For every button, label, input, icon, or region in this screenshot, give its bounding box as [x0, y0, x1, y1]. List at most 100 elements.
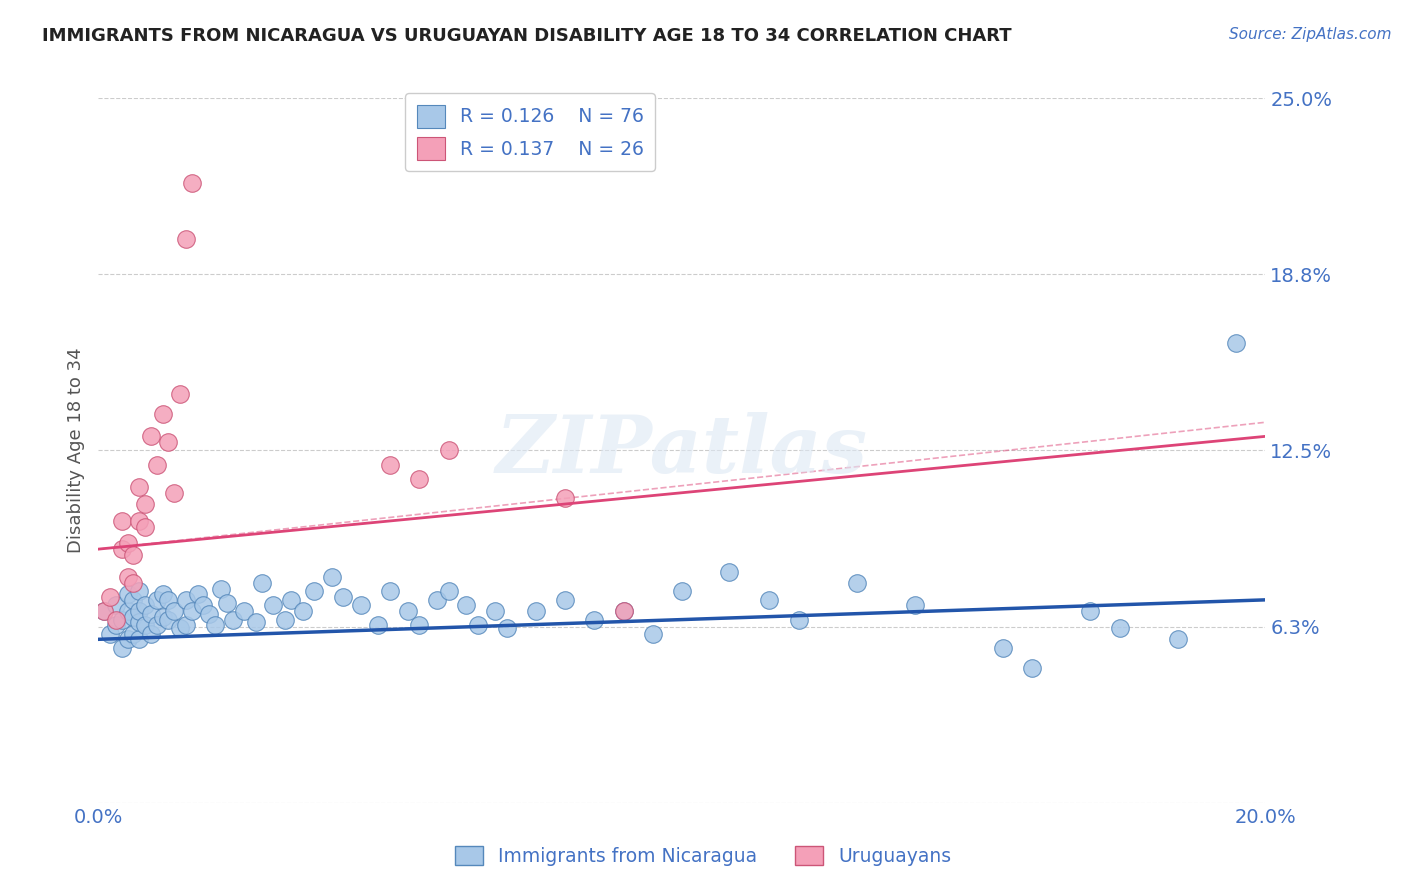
- Text: ZIPatlas: ZIPatlas: [496, 412, 868, 489]
- Point: [426, 592, 449, 607]
- Point: [350, 599, 373, 613]
- Point: [1080, 604, 1102, 618]
- Point: [408, 472, 430, 486]
- Point: [612, 604, 634, 618]
- Point: [554, 592, 576, 607]
- Point: [134, 519, 156, 533]
- Point: [117, 587, 139, 601]
- Point: [437, 443, 460, 458]
- Point: [152, 407, 174, 421]
- Point: [163, 604, 186, 618]
- Point: [117, 604, 139, 618]
- Point: [1225, 336, 1247, 351]
- Point: [146, 592, 169, 607]
- Point: [174, 232, 197, 246]
- Point: [122, 609, 145, 624]
- Point: [174, 618, 197, 632]
- Point: [1167, 632, 1189, 647]
- Point: [128, 615, 150, 630]
- Point: [380, 458, 402, 472]
- Point: [134, 599, 156, 613]
- Point: [128, 514, 150, 528]
- Point: [583, 613, 606, 627]
- Point: [304, 584, 326, 599]
- Point: [846, 576, 869, 591]
- Point: [280, 592, 302, 607]
- Point: [139, 626, 162, 640]
- Point: [104, 618, 127, 632]
- Point: [122, 576, 145, 591]
- Point: [152, 609, 174, 624]
- Legend: Immigrants from Nicaragua, Uruguayans: Immigrants from Nicaragua, Uruguayans: [447, 838, 959, 873]
- Point: [139, 607, 162, 621]
- Point: [215, 596, 238, 610]
- Point: [198, 607, 221, 621]
- Point: [104, 599, 127, 613]
- Point: [454, 599, 477, 613]
- Point: [396, 604, 419, 618]
- Point: [291, 604, 314, 618]
- Point: [1021, 660, 1043, 674]
- Point: [111, 640, 134, 655]
- Point: [380, 584, 402, 599]
- Point: [367, 618, 389, 632]
- Point: [174, 592, 197, 607]
- Point: [554, 491, 576, 506]
- Legend: R = 0.126    N = 76, R = 0.137    N = 26: R = 0.126 N = 76, R = 0.137 N = 26: [405, 94, 655, 171]
- Point: [139, 429, 162, 443]
- Point: [157, 613, 180, 627]
- Point: [169, 387, 191, 401]
- Point: [991, 640, 1014, 655]
- Point: [128, 584, 150, 599]
- Point: [332, 590, 354, 604]
- Y-axis label: Disability Age 18 to 34: Disability Age 18 to 34: [66, 348, 84, 553]
- Point: [484, 604, 506, 618]
- Point: [758, 592, 780, 607]
- Point: [122, 592, 145, 607]
- Point: [98, 590, 121, 604]
- Point: [104, 613, 127, 627]
- Point: [128, 632, 150, 647]
- Point: [209, 582, 232, 596]
- Point: [117, 632, 139, 647]
- Point: [321, 570, 343, 584]
- Point: [157, 435, 180, 450]
- Point: [262, 599, 284, 613]
- Point: [117, 536, 139, 550]
- Point: [152, 587, 174, 601]
- Point: [717, 565, 740, 579]
- Point: [169, 621, 191, 635]
- Point: [641, 626, 664, 640]
- Point: [180, 176, 202, 190]
- Point: [671, 584, 693, 599]
- Text: IMMIGRANTS FROM NICARAGUA VS URUGUAYAN DISABILITY AGE 18 TO 34 CORRELATION CHART: IMMIGRANTS FROM NICARAGUA VS URUGUAYAN D…: [42, 27, 1012, 45]
- Point: [467, 618, 489, 632]
- Point: [111, 613, 134, 627]
- Point: [245, 615, 267, 630]
- Point: [904, 599, 927, 613]
- Point: [612, 604, 634, 618]
- Point: [250, 576, 273, 591]
- Point: [193, 599, 215, 613]
- Point: [111, 542, 134, 557]
- Point: [233, 604, 256, 618]
- Point: [146, 458, 169, 472]
- Point: [117, 570, 139, 584]
- Point: [221, 613, 243, 627]
- Point: [93, 604, 115, 618]
- Point: [134, 618, 156, 632]
- Point: [408, 618, 430, 632]
- Point: [122, 548, 145, 562]
- Point: [496, 621, 519, 635]
- Point: [204, 618, 226, 632]
- Point: [98, 626, 121, 640]
- Point: [524, 604, 547, 618]
- Point: [1108, 621, 1130, 635]
- Point: [122, 626, 145, 640]
- Point: [93, 604, 115, 618]
- Point: [157, 592, 180, 607]
- Point: [128, 604, 150, 618]
- Point: [134, 497, 156, 511]
- Point: [787, 613, 810, 627]
- Point: [180, 604, 202, 618]
